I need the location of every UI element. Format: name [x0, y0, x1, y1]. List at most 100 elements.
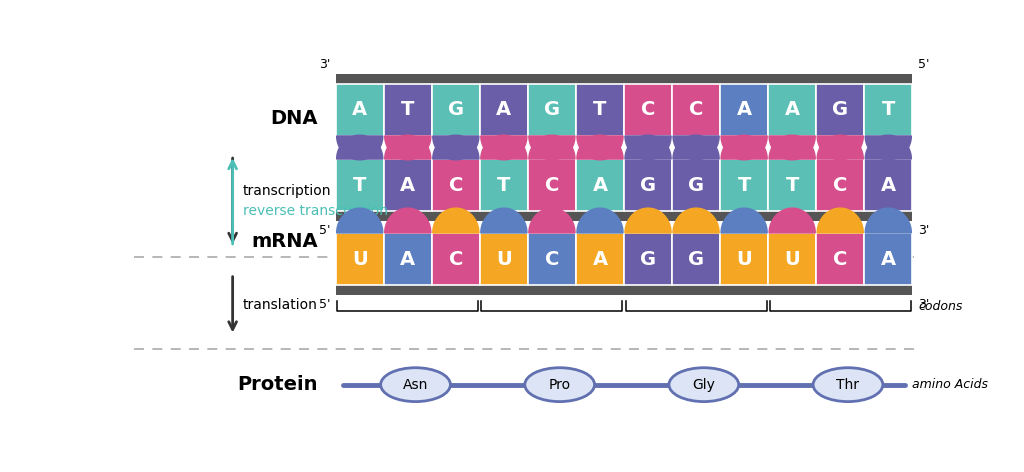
- Text: T: T: [498, 176, 511, 195]
- Polygon shape: [865, 136, 911, 160]
- Bar: [384, 233, 432, 286]
- Text: C: C: [834, 176, 848, 195]
- Bar: [384, 159, 432, 211]
- Text: 3': 3': [318, 58, 331, 71]
- Polygon shape: [385, 135, 431, 159]
- Polygon shape: [673, 135, 719, 159]
- Polygon shape: [769, 136, 815, 160]
- Text: Pro: Pro: [549, 378, 570, 392]
- Text: A: A: [881, 176, 896, 195]
- Text: G: G: [447, 100, 464, 119]
- Polygon shape: [721, 135, 767, 159]
- Bar: [672, 233, 720, 286]
- Text: G: G: [544, 100, 560, 119]
- Text: Protein: Protein: [238, 375, 317, 394]
- Polygon shape: [625, 136, 671, 160]
- Text: Gly: Gly: [692, 378, 715, 392]
- Bar: [336, 211, 912, 221]
- Text: U: U: [352, 250, 368, 269]
- Bar: [768, 159, 816, 211]
- Polygon shape: [625, 135, 671, 159]
- Text: C: C: [641, 100, 655, 119]
- Bar: [816, 84, 864, 136]
- Text: T: T: [401, 100, 415, 119]
- Polygon shape: [865, 135, 911, 159]
- Text: mRNA: mRNA: [251, 232, 317, 251]
- Text: C: C: [545, 176, 559, 195]
- Bar: [432, 159, 480, 211]
- Text: G: G: [833, 100, 848, 119]
- Bar: [624, 84, 672, 136]
- Polygon shape: [769, 135, 815, 159]
- Polygon shape: [817, 136, 863, 160]
- Polygon shape: [337, 136, 383, 160]
- Bar: [480, 233, 528, 286]
- Bar: [720, 159, 768, 211]
- Text: Asn: Asn: [402, 378, 428, 392]
- Text: U: U: [736, 250, 752, 269]
- Ellipse shape: [813, 368, 883, 402]
- Text: A: A: [736, 100, 752, 119]
- Text: 5': 5': [318, 224, 331, 237]
- Bar: [575, 84, 624, 136]
- Text: U: U: [784, 250, 800, 269]
- Polygon shape: [721, 208, 767, 233]
- Bar: [336, 233, 384, 286]
- Text: T: T: [737, 176, 751, 195]
- Text: C: C: [449, 250, 463, 269]
- Text: 3': 3': [918, 298, 929, 311]
- Bar: [624, 233, 672, 286]
- Text: U: U: [496, 250, 512, 269]
- Bar: [864, 159, 912, 211]
- Text: G: G: [640, 250, 656, 269]
- Bar: [528, 233, 575, 286]
- Text: 5': 5': [318, 298, 331, 311]
- Polygon shape: [817, 135, 863, 159]
- Ellipse shape: [381, 368, 451, 402]
- Text: A: A: [881, 250, 896, 269]
- Text: T: T: [785, 176, 799, 195]
- Bar: [624, 159, 672, 211]
- Bar: [432, 84, 480, 136]
- Text: transcription: transcription: [243, 184, 331, 198]
- Polygon shape: [577, 136, 623, 160]
- Polygon shape: [385, 208, 431, 233]
- Text: A: A: [593, 250, 607, 269]
- Bar: [336, 159, 384, 211]
- Text: A: A: [784, 100, 800, 119]
- Bar: [432, 233, 480, 286]
- Text: DNA: DNA: [270, 109, 317, 128]
- Text: reverse transcription: reverse transcription: [243, 204, 388, 218]
- Text: A: A: [497, 100, 511, 119]
- Polygon shape: [481, 135, 527, 159]
- Text: G: G: [688, 250, 705, 269]
- Polygon shape: [721, 136, 767, 160]
- Polygon shape: [769, 208, 815, 233]
- Polygon shape: [433, 208, 479, 233]
- Polygon shape: [865, 208, 911, 233]
- Polygon shape: [433, 136, 479, 160]
- Bar: [575, 159, 624, 211]
- Bar: [528, 159, 575, 211]
- Polygon shape: [673, 208, 719, 233]
- Text: G: G: [688, 176, 705, 195]
- Polygon shape: [337, 135, 383, 159]
- Text: C: C: [834, 250, 848, 269]
- Bar: [816, 159, 864, 211]
- Text: C: C: [689, 100, 703, 119]
- Bar: [768, 84, 816, 136]
- Text: 3': 3': [918, 224, 929, 237]
- Text: A: A: [352, 100, 368, 119]
- Bar: [720, 84, 768, 136]
- Text: A: A: [593, 176, 607, 195]
- Text: C: C: [449, 176, 463, 195]
- Text: G: G: [640, 176, 656, 195]
- Bar: [816, 233, 864, 286]
- Text: T: T: [593, 100, 606, 119]
- Text: translation: translation: [243, 297, 317, 312]
- Text: A: A: [400, 250, 416, 269]
- Text: codons: codons: [919, 300, 963, 312]
- Bar: [336, 286, 912, 295]
- Polygon shape: [528, 208, 575, 233]
- Polygon shape: [673, 136, 719, 160]
